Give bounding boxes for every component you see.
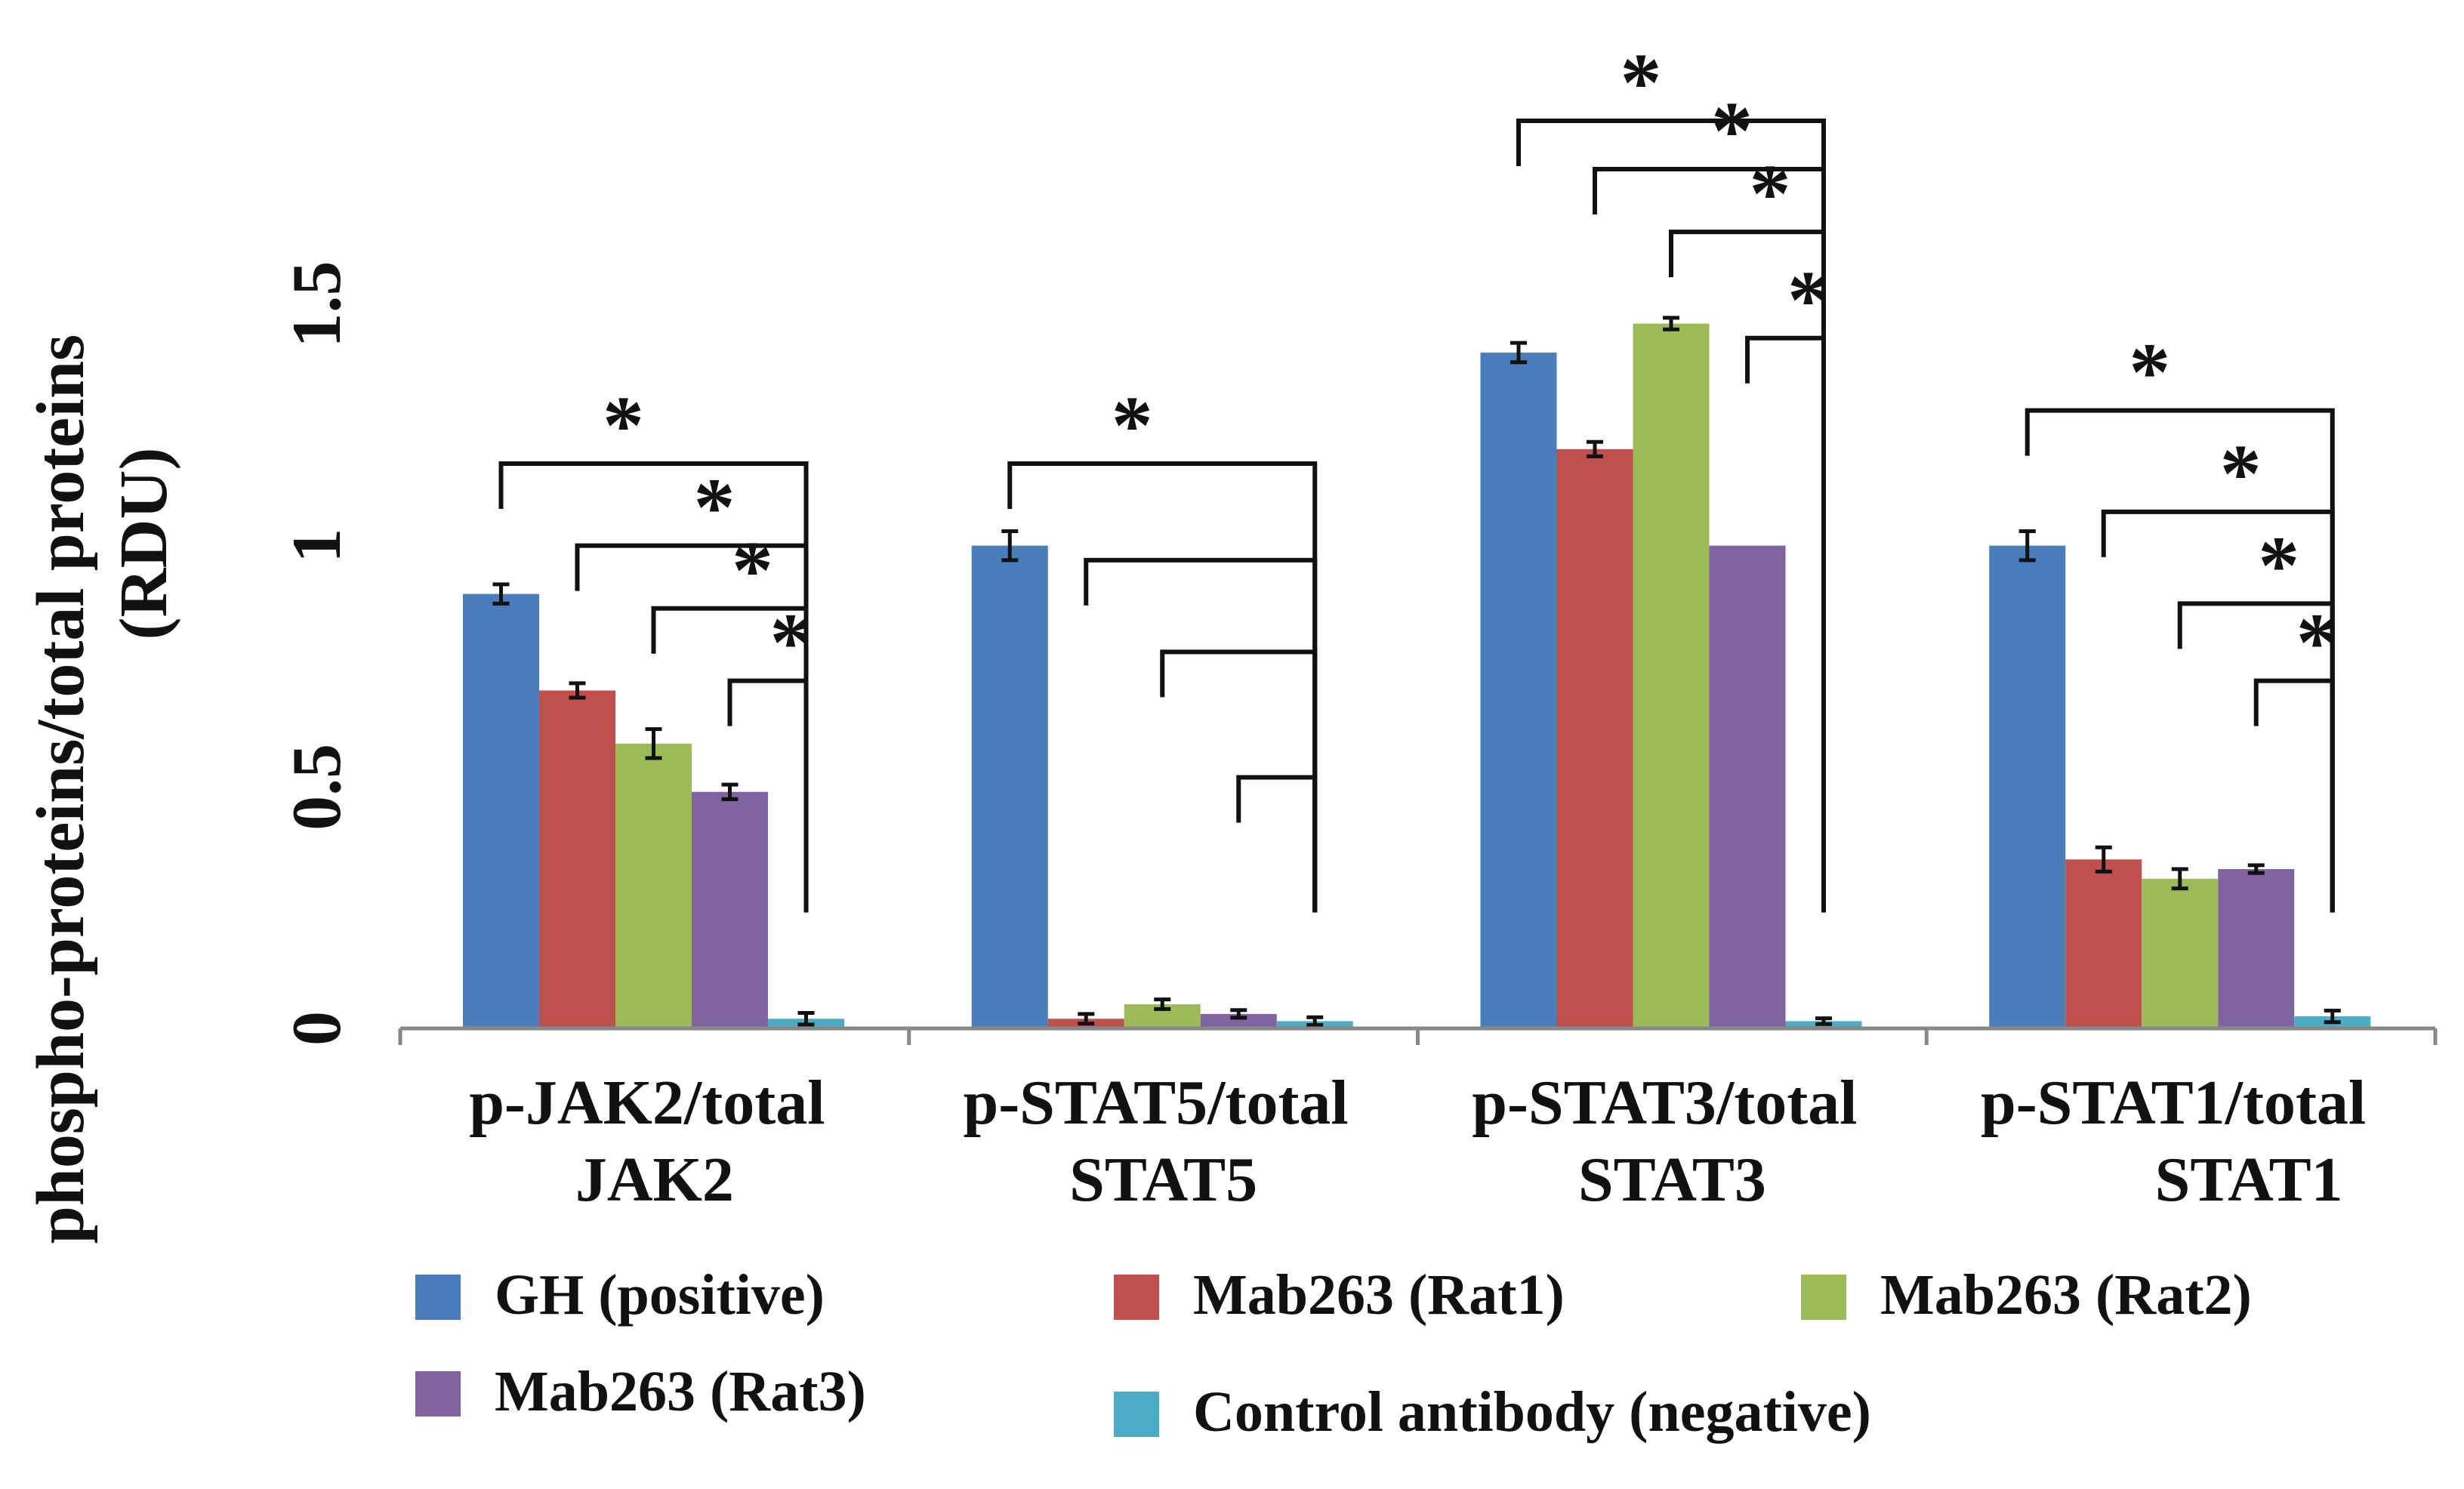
category-label-4-line-2: STAT1	[2155, 1145, 2343, 1215]
bar-3-series-1	[1480, 352, 1557, 1028]
bar-3-series-2	[1556, 449, 1633, 1028]
bar-4-series-2	[2065, 859, 2142, 1028]
category-label-1-line-2: JAK2	[575, 1145, 734, 1215]
error-bar-4-series-2	[2095, 845, 2112, 874]
significance-star: *	[1711, 85, 1753, 177]
significance-star: *	[1112, 379, 1153, 471]
significance-star: *	[1621, 36, 1662, 128]
significance-star: *	[2296, 597, 2338, 689]
error-bar-1-series-1	[492, 582, 510, 606]
legend-label: Mab263 (Rat3)	[495, 1360, 866, 1423]
significance-bracket-2-4	[1236, 775, 1318, 913]
significance-star: *	[2129, 326, 2170, 418]
category-label-1-line-1: p-JAK2/total	[469, 1068, 825, 1138]
legend-swatch	[415, 1371, 461, 1417]
y-tick-label: 1	[278, 529, 355, 563]
legend-item-5: Control antibody (negative)	[1114, 1380, 1871, 1444]
error-bar-2-series-3	[1154, 997, 1171, 1011]
significance-star: *	[1750, 147, 1791, 239]
error-bar-2-series-5	[1306, 1015, 1324, 1028]
error-bar-3-series-3	[1663, 316, 1679, 331]
significance-star: *	[732, 524, 773, 616]
error-bar-3-series-1	[1510, 341, 1527, 365]
significance-star: *	[770, 597, 812, 689]
legend-swatch	[1801, 1275, 1846, 1320]
legend-item-1: GH (positive)	[415, 1263, 825, 1327]
y-axis-label-line-1: phospho-proteins/total proteins	[23, 334, 98, 1244]
bar-2-series-4	[1200, 1013, 1277, 1028]
y-tick-label: 0	[278, 1011, 355, 1046]
legend-item-4: Mab263 (Rat3)	[415, 1360, 866, 1423]
significance-bracket-2-2	[1084, 557, 1318, 913]
error-bar-2-series-4	[1230, 1008, 1247, 1020]
bar-2-series-1	[971, 545, 1048, 1028]
legend-label: Mab263 (Rat1)	[1193, 1263, 1565, 1327]
significance-bracket-4-4	[2253, 678, 2335, 913]
error-bar-2-series-2	[1078, 1012, 1095, 1026]
bar-1-series-4	[692, 791, 768, 1028]
significance-layer: *************	[498, 36, 2338, 913]
significance-bracket-1-4	[727, 678, 809, 913]
error-bar-4-series-3	[2171, 867, 2188, 891]
significance-bracket-4-1	[2025, 408, 2335, 913]
bar-1-series-2	[539, 690, 615, 1028]
y-tick-label: 0.5	[278, 744, 355, 831]
legend-label: Control antibody (negative)	[1193, 1380, 1871, 1444]
error-bar-1-series-4	[721, 782, 739, 801]
category-label-3-line-1: p-STAT3/total	[1472, 1068, 1857, 1138]
legend-swatch	[1114, 1275, 1159, 1320]
bar-1-series-3	[615, 743, 692, 1028]
bar-4-series-1	[1989, 545, 2066, 1028]
y-axis-label-line-2: (RDU)	[106, 448, 181, 640]
category-label-2-line-1: p-STAT5/total	[963, 1068, 1348, 1138]
error-bar-4-series-1	[2018, 529, 2036, 563]
error-bar-3-series-2	[1587, 439, 1603, 458]
significance-star: *	[2220, 427, 2262, 519]
bar-3-series-3	[1633, 323, 1710, 1028]
error-bar-3-series-5	[1815, 1016, 1832, 1026]
axes: 00.511.5p-JAK2/totalJAK2p-STAT5/totalSTA…	[278, 261, 2438, 1215]
error-bar-4-series-5	[2324, 1008, 2341, 1025]
error-bar-1-series-2	[569, 681, 586, 700]
category-label-4-line-1: p-STAT1/total	[1981, 1068, 2366, 1138]
significance-bracket-3-4	[1745, 335, 1826, 913]
bars-layer	[463, 316, 2371, 1028]
y-tick-label: 1.5	[278, 261, 355, 348]
legend-label: Mab263 (Rat2)	[1880, 1263, 2252, 1327]
legend: GH (positive) Mab263 (Rat1) Mab263 (Rat2) M…	[415, 1263, 2252, 1444]
bar-4-series-3	[2142, 878, 2219, 1028]
legend-item-2: Mab263 (Rat1)	[1114, 1263, 1565, 1327]
error-bar-2-series-1	[1001, 529, 1019, 563]
category-label-2-line-2: STAT5	[1069, 1145, 1257, 1215]
category-label-3-line-2: STAT3	[1578, 1145, 1766, 1215]
bar-1-series-1	[463, 593, 539, 1028]
bar-3-series-4	[1709, 545, 1786, 1028]
legend-swatch	[1114, 1392, 1159, 1437]
error-bar-4-series-4	[2247, 863, 2265, 875]
legend-label: GH (positive)	[495, 1263, 825, 1327]
significance-star: *	[694, 461, 735, 553]
bar-4-series-4	[2218, 869, 2295, 1028]
significance-star: *	[603, 379, 644, 471]
significance-star: *	[2258, 519, 2299, 611]
significance-star: *	[1787, 254, 1829, 346]
error-bar-1-series-3	[645, 727, 662, 760]
error-bar-1-series-5	[797, 1011, 815, 1027]
legend-swatch	[415, 1275, 461, 1320]
legend-item-3: Mab263 (Rat2)	[1801, 1263, 2252, 1327]
